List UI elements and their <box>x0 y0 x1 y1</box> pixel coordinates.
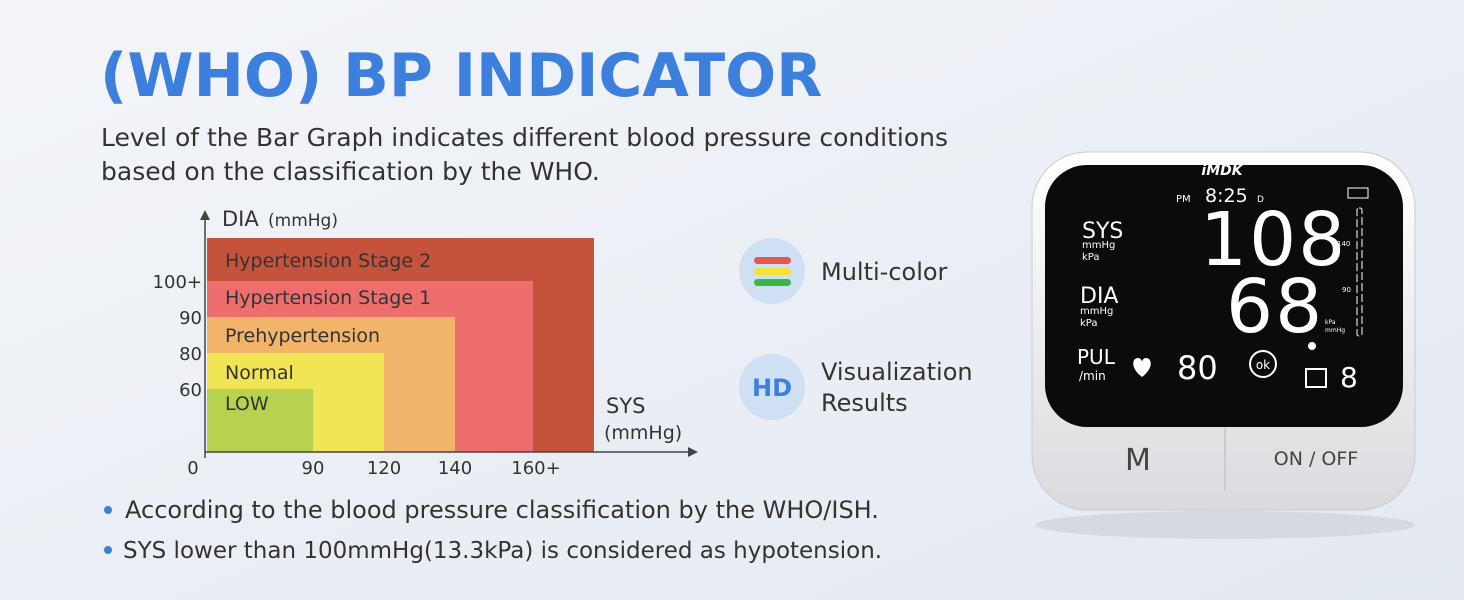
button-label[interactable]: ON / OFF <box>1274 448 1358 470</box>
dia-value: 68 <box>1226 264 1324 350</box>
button-label[interactable]: M <box>1125 443 1151 478</box>
y-axis-arrow <box>200 210 210 220</box>
button-m[interactable]: M <box>1040 430 1224 488</box>
x-axis-arrow <box>688 447 698 457</box>
feature-label: Visualization <box>821 358 973 386</box>
x-tick-label: 140 <box>438 458 472 479</box>
pul-label: PUL <box>1077 345 1116 369</box>
ok-text: ok <box>1256 358 1270 372</box>
heart-icon <box>1133 358 1151 377</box>
x-axis-label: SYS <box>606 394 646 418</box>
period: PM <box>1176 194 1191 205</box>
description-line: Level of the Bar Graph indicates differe… <box>101 123 948 152</box>
x-tick-label: 90 <box>302 458 325 479</box>
zone-label: Prehypertension <box>225 325 380 347</box>
y-axis-unit: (mmHg) <box>268 211 338 231</box>
y-tick-label: 100+ <box>153 272 202 293</box>
feature-label: Results <box>821 389 908 417</box>
device: iMDK PM 8:25 D SYS mmHg kPa 108 DIA mmHg… <box>1031 151 1416 539</box>
ok-icon <box>1249 350 1277 378</box>
feature-label: Multi-color <box>821 258 948 286</box>
scale-mark: 140 <box>1337 240 1350 248</box>
day: D <box>1257 195 1264 205</box>
person-icon <box>1308 342 1316 350</box>
button-onoff[interactable]: ON / OFF <box>1226 430 1408 488</box>
feature-icon <box>739 354 805 420</box>
scale-unit: mmHg <box>1325 327 1345 334</box>
note: According to the blood pressure classifi… <box>125 496 879 524</box>
icon-bar <box>754 257 791 264</box>
feature-hd: HD Visualization Results <box>739 354 973 420</box>
note: SYS lower than 100mmHg(13.3kPa) is consi… <box>123 538 882 564</box>
icon-bar <box>754 268 791 275</box>
x-tick-label: 160+ <box>511 458 560 479</box>
brand: iMDK <box>1201 163 1243 179</box>
memo-icon <box>1305 368 1327 388</box>
x-axis-unit: (mmHg) <box>604 422 682 444</box>
bullet <box>104 546 112 554</box>
dia-label: DIA <box>1080 284 1118 309</box>
y-tick-label: 80 <box>179 344 202 365</box>
feature-multicolor: Multi-color <box>739 238 948 304</box>
dia-unit: mmHg <box>1080 306 1113 317</box>
pul-value: 80 <box>1177 349 1218 387</box>
scale-unit: kPa <box>1325 319 1336 326</box>
sys-unit: mmHg <box>1082 240 1115 251</box>
scale-mark: 90 <box>1342 286 1351 294</box>
x-tick-label: 120 <box>367 458 401 479</box>
time: 8:25 <box>1205 185 1248 207</box>
icon-bar <box>754 279 791 286</box>
feature-icon-text: HD <box>752 374 792 402</box>
dia-unit: kPa <box>1080 318 1098 329</box>
description-line: based on the classification by the WHO. <box>101 157 600 186</box>
shadow <box>1035 511 1415 539</box>
sys-value: 108 <box>1200 197 1347 283</box>
bp-graph: Hypertension Stage 2 Hypertension Stage … <box>153 207 698 479</box>
battery <box>1347 187 1369 199</box>
title: (WHO) BP INDICATOR <box>100 41 822 111</box>
pul-unit: /min <box>1079 369 1106 383</box>
memory: 8 <box>1340 361 1358 394</box>
zone-label: Hypertension Stage 1 <box>225 287 431 309</box>
zone-label: Hypertension Stage 2 <box>225 250 431 272</box>
sys-label: SYS <box>1082 219 1123 244</box>
bullet <box>104 506 112 514</box>
y-tick-label: 60 <box>179 380 202 401</box>
origin-label: 0 <box>187 458 198 479</box>
scale-bar <box>1356 207 1363 337</box>
zone-label: Normal <box>225 362 294 384</box>
zone-low <box>207 389 313 452</box>
y-tick-label: 90 <box>179 308 202 329</box>
sys-unit: kPa <box>1082 252 1100 263</box>
zone-label: LOW <box>225 393 269 415</box>
y-axis-label: DIA <box>222 207 259 231</box>
